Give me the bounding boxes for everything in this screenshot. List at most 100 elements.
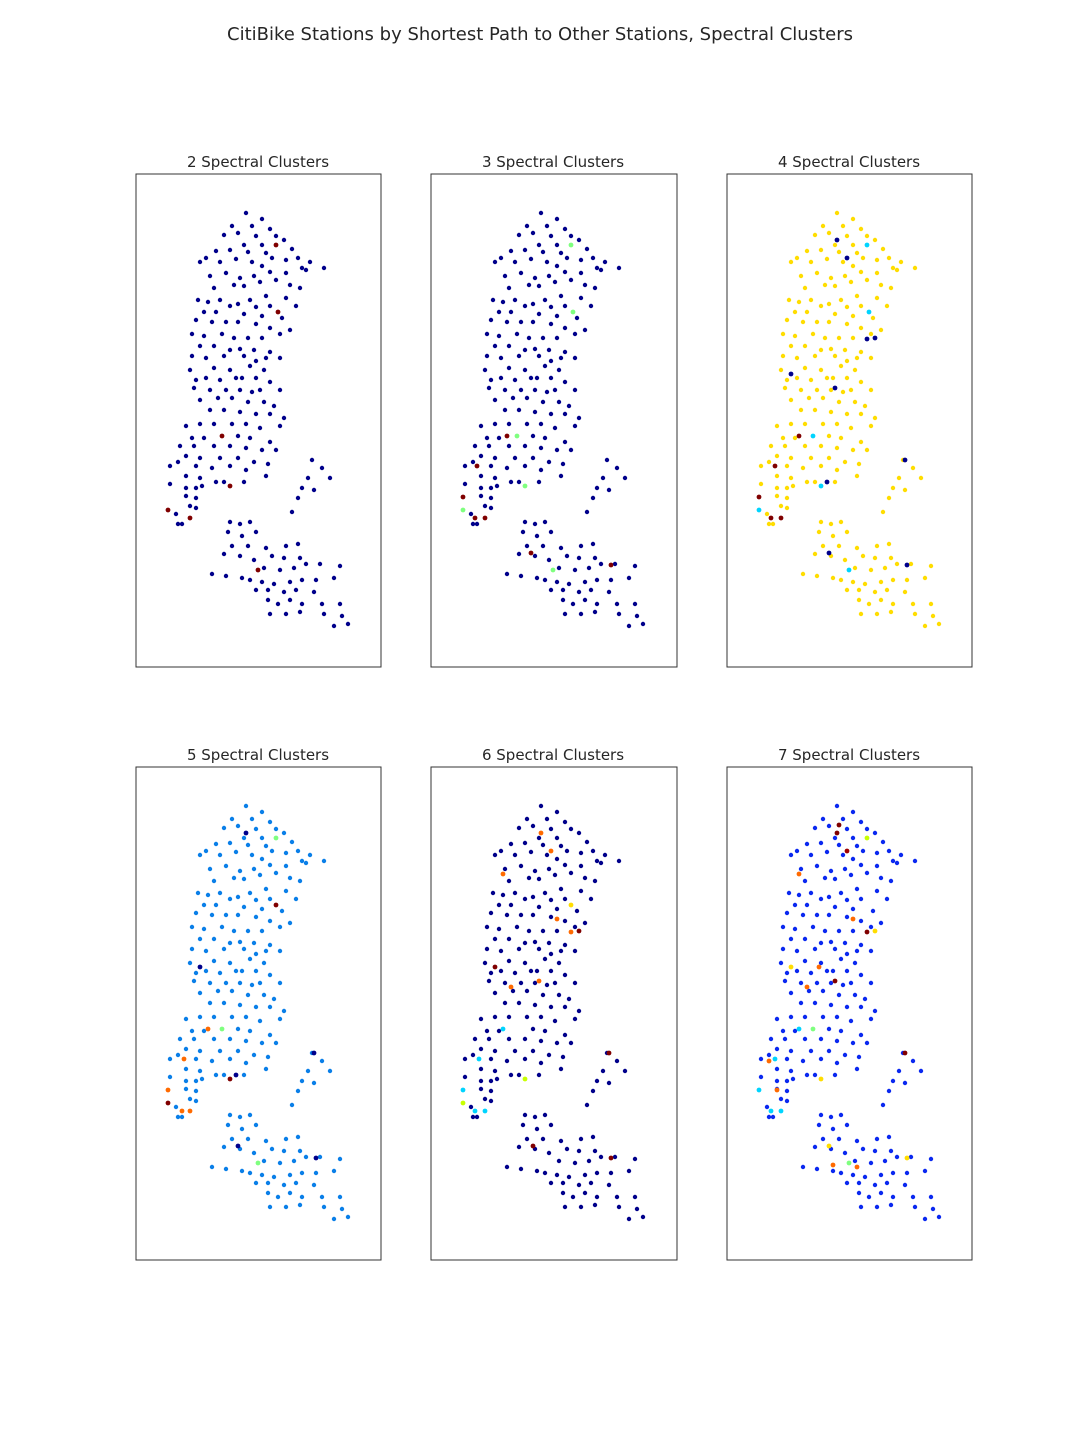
station-point [506, 1014, 512, 1020]
station-point [558, 250, 564, 256]
station-point [223, 912, 229, 918]
station-point [221, 825, 227, 831]
station-point [548, 826, 554, 832]
station-point [824, 375, 830, 381]
station-point [782, 1036, 788, 1042]
station-point [193, 970, 199, 976]
station-point [311, 487, 317, 493]
station-point [796, 892, 802, 898]
station-point [572, 1016, 578, 1022]
station-point [842, 557, 848, 563]
station-point [540, 249, 546, 255]
station-point [175, 1052, 181, 1058]
station-point [890, 265, 896, 271]
station-point [554, 242, 560, 248]
station-point [229, 543, 235, 549]
station-point [818, 940, 824, 946]
station-point [524, 1136, 530, 1142]
station-point [478, 485, 484, 491]
station-point [299, 265, 305, 271]
station-point [187, 960, 193, 966]
station-point [872, 589, 878, 595]
station-point [544, 223, 550, 229]
station-point [562, 349, 568, 355]
station-point [488, 1056, 494, 1062]
station-point [862, 581, 868, 587]
station-point [187, 1096, 193, 1102]
station-point [492, 259, 498, 265]
station-point [231, 928, 237, 934]
station-point [578, 863, 584, 869]
station-point [852, 960, 858, 966]
station-point [848, 387, 854, 393]
station-point [812, 479, 818, 485]
station-point [462, 463, 468, 469]
station-point-cluster-green [514, 433, 520, 439]
station-point [768, 1036, 774, 1042]
station-point [243, 1014, 249, 1020]
station-point [572, 924, 578, 930]
station-point [512, 890, 518, 896]
station-point [878, 1190, 884, 1196]
station-point [840, 816, 846, 822]
station-point [217, 455, 223, 461]
station-point [594, 577, 600, 583]
station-point [496, 902, 502, 908]
station-point [598, 860, 604, 866]
station-point [826, 912, 832, 918]
station-point [568, 870, 574, 876]
station-point [241, 904, 247, 910]
station-point [812, 946, 818, 952]
station-point [590, 495, 596, 501]
station-point [544, 982, 550, 988]
station-point [203, 948, 209, 954]
station-point [197, 1014, 203, 1020]
station-point [518, 387, 524, 393]
station-point [778, 367, 784, 373]
station-point-cluster-maroon [836, 822, 842, 828]
station-point [872, 1182, 878, 1188]
station-point [267, 379, 273, 385]
station-point [532, 868, 538, 874]
station-point [193, 495, 199, 501]
station-point [295, 1134, 301, 1140]
station-point [758, 1074, 764, 1080]
station-point [221, 1000, 227, 1006]
station-point [277, 980, 283, 986]
station-point [842, 459, 848, 465]
station-point [812, 232, 818, 238]
station-point [193, 1056, 199, 1062]
station-point [788, 1048, 794, 1054]
station-point [854, 355, 860, 361]
station-point-cluster-orange [568, 929, 574, 935]
station-point [243, 1038, 249, 1044]
station-point [287, 1172, 293, 1178]
station-point [327, 475, 333, 481]
station-point [788, 259, 794, 265]
panel-7-clusters [726, 766, 973, 1261]
station-point [203, 968, 209, 974]
station-point [319, 601, 325, 607]
station-point [259, 263, 265, 269]
station-point [486, 443, 492, 449]
station-point [516, 1144, 522, 1150]
station-point [834, 445, 840, 451]
station-point-cluster-maroon [227, 483, 233, 489]
station-point [640, 621, 646, 627]
station-point [562, 1004, 568, 1010]
station-point [616, 265, 622, 271]
station-point [576, 237, 582, 243]
station-point [802, 285, 808, 291]
station-point [598, 267, 604, 273]
station-point [836, 928, 842, 934]
station-point-cluster-orange [536, 978, 542, 984]
station-point [520, 529, 526, 535]
station-point [840, 223, 846, 229]
station-point [231, 875, 237, 881]
station-point [842, 866, 848, 872]
station-point [856, 461, 862, 467]
station-point [542, 435, 548, 441]
station-point [800, 571, 806, 577]
station-point [241, 353, 247, 359]
station-point-cluster-lime [522, 1076, 528, 1082]
